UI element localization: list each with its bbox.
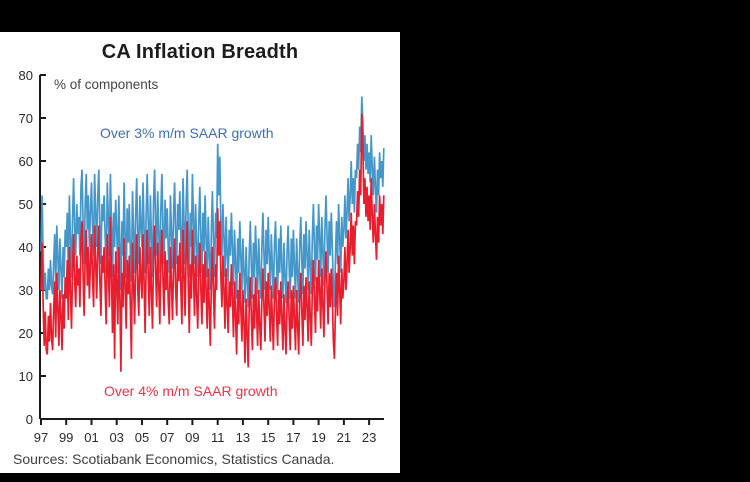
svg-text:0: 0 [26,412,33,427]
svg-text:05: 05 [135,430,149,445]
chart-panel: CA Inflation Breadth % of components 0 10… [0,32,400,473]
svg-text:11: 11 [211,430,225,445]
series-label-over-3pct: Over 3% m/m SAAR growth [100,125,274,141]
source-note: Sources: Scotiabank Economics, Statistic… [13,451,335,467]
svg-text:17: 17 [286,430,300,445]
svg-text:03: 03 [109,430,123,445]
svg-text:23: 23 [362,430,376,445]
svg-text:21: 21 [337,430,351,445]
svg-text:97: 97 [34,430,48,445]
svg-text:80: 80 [19,68,33,83]
axis-unit-label: % of components [54,77,159,92]
svg-text:30: 30 [19,283,33,298]
svg-text:60: 60 [19,154,33,169]
svg-text:09: 09 [185,430,199,445]
svg-text:15: 15 [261,430,275,445]
svg-text:50: 50 [19,197,33,212]
svg-text:10: 10 [19,369,33,384]
svg-text:07: 07 [160,430,174,445]
svg-text:20: 20 [19,326,33,341]
svg-text:19: 19 [311,430,325,445]
svg-text:13: 13 [236,430,250,445]
svg-text:70: 70 [19,111,33,126]
svg-text:01: 01 [84,430,98,445]
plot-canvas: 0 10 20 30 40 50 60 70 80 97 99 01 03 05 07 09 11 13 15 17 1… [19,68,385,445]
chart-title: CA Inflation Breadth [101,41,299,63]
series-label-over-4pct: Over 4% m/m SAAR growth [104,383,278,399]
svg-text:99: 99 [59,430,73,445]
svg-text:40: 40 [19,240,33,255]
